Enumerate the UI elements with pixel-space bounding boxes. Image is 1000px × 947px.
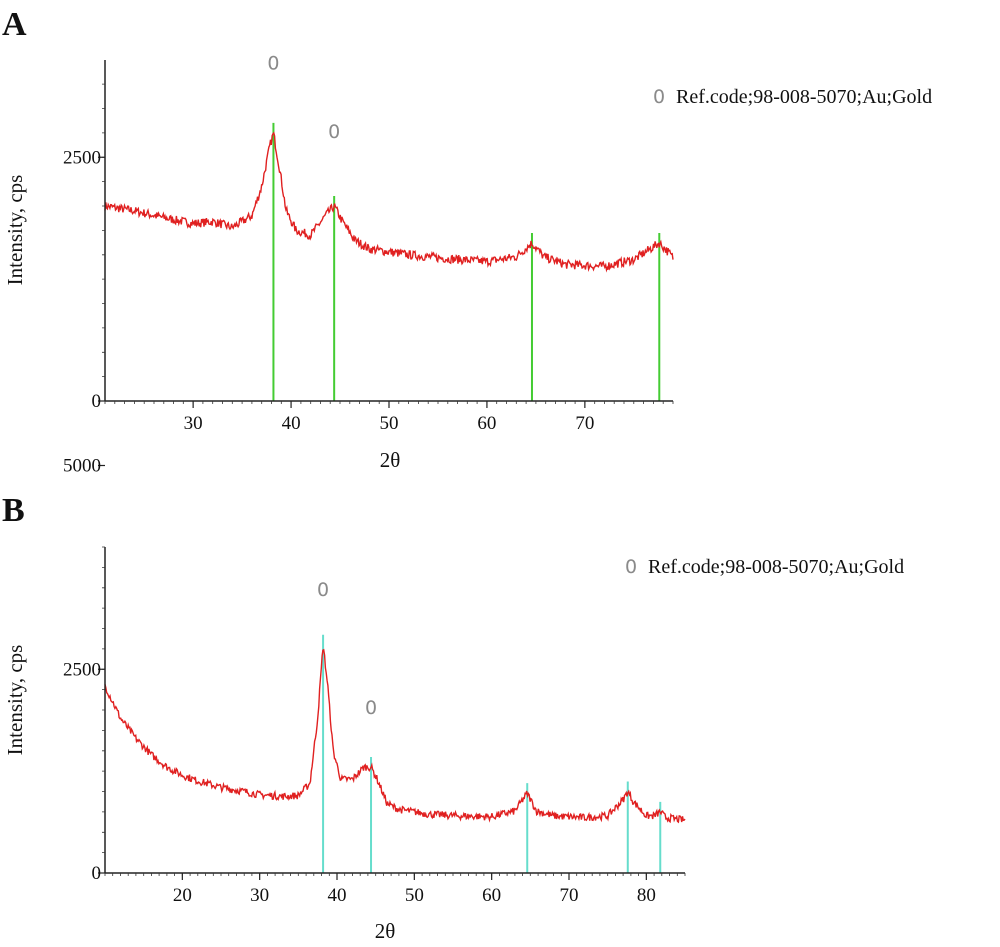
panel-a-peak-marker-2: 0 [328, 121, 340, 143]
panel-a-x-tick-label-4: 60 [477, 413, 496, 434]
panel-a-x-ticks: 30 40 50 60 70 [184, 401, 594, 434]
panel-b-x-tick-label-3: 40 [328, 885, 347, 906]
panel-b-y-tick-label-1: 0 [92, 863, 102, 884]
panel-b-x-ticks: 20 30 40 50 60 70 80 [173, 873, 656, 906]
panel-b-y-axis-label: Intensity, cps [3, 645, 27, 756]
panel-b-x-tick-label-7: 80 [637, 885, 656, 906]
panel-a-legend-marker: 0 [653, 86, 665, 108]
panel-b-series-line-1 [104, 648, 686, 824]
panel-b-y-ticks: 0 2500 5000 [63, 456, 105, 884]
panel-b-legend: 0 Ref.code;98-008-5070;Au;Gold [625, 556, 904, 578]
panel-b-y-tick-label-2: 2500 [63, 659, 101, 680]
panel-b-x-tick-label-5: 60 [482, 885, 501, 906]
panel-b-x-tick-label-4: 50 [405, 885, 424, 906]
panel-a-minor-ticks [102, 83, 674, 404]
panel-a-peak-marker-1: 0 [267, 53, 279, 75]
panel-b-reference-lines [322, 634, 662, 873]
panel-a-series [104, 131, 674, 273]
panel-a-letter: A [2, 6, 27, 43]
panel-b-peak-markers: 00 [317, 579, 377, 719]
panel-a-series-line-1 [104, 131, 674, 273]
panel-b-peak-marker-2: 0 [365, 697, 377, 719]
panel-a-y-tick-label-1: 0 [92, 391, 102, 412]
panel-a-y-tick-label-2: 2500 [63, 147, 101, 168]
panel-a-peak-markers: 00 [267, 53, 340, 143]
panel-b-series [104, 648, 686, 824]
panel-b-peak-marker-1: 0 [317, 579, 329, 601]
panel-a-x-tick-label-2: 40 [282, 413, 301, 434]
panel-a-x-tick-label-3: 50 [380, 413, 399, 434]
panel-a-y-axis-label: Intensity, cps [3, 175, 27, 286]
panel-b-x-axis-label: 2θ [375, 919, 396, 943]
panel-b-y-tick-label-3: 5000 [63, 456, 101, 477]
panel-b-x-tick-label-2: 30 [250, 885, 269, 906]
panel-a-legend: 0 Ref.code;98-008-5070;Au;Gold [653, 86, 932, 108]
panel-a-x-tick-label-1: 30 [184, 413, 203, 434]
panel-b-minor-ticks [102, 546, 686, 876]
panel-a-reference-lines [272, 122, 661, 401]
panel-a-x-tick-label-5: 70 [575, 413, 594, 434]
panel-b-legend-label: Ref.code;98-008-5070;Au;Gold [648, 556, 904, 578]
panel-b-letter: B [2, 492, 25, 529]
panel-b-x-tick-label-6: 70 [560, 885, 579, 906]
panel-a-x-axis-label: 2θ [380, 448, 401, 472]
panel-b-legend-marker: 0 [625, 556, 637, 578]
panel-a-legend-label: Ref.code;98-008-5070;Au;Gold [676, 86, 932, 108]
panel-b-x-tick-label-1: 20 [173, 885, 192, 906]
